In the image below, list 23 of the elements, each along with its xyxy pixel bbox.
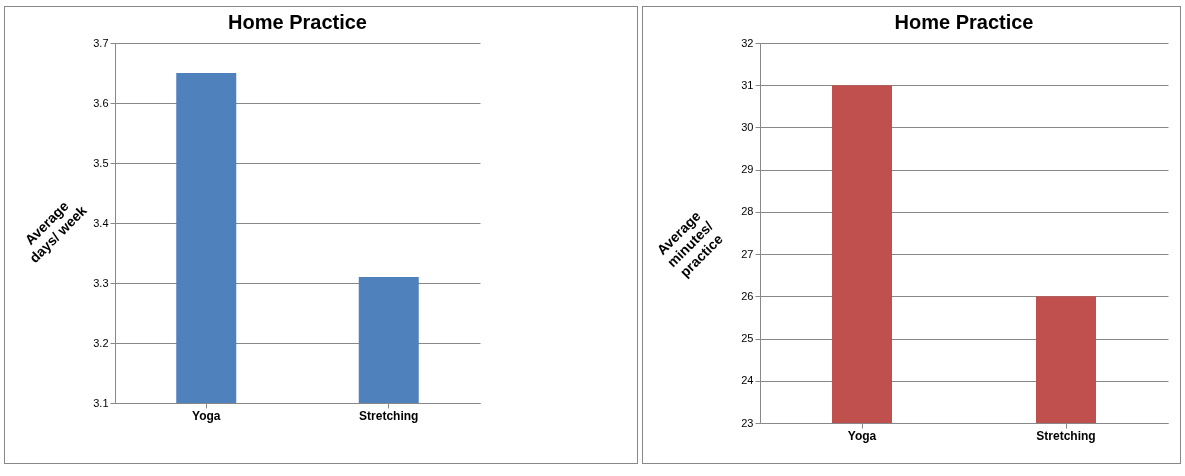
- x-tick-label: Yoga: [192, 408, 221, 423]
- y-tick-label: 32: [741, 36, 754, 49]
- y-tick-label: 31: [741, 78, 754, 91]
- x-tick-label: Stretching: [1036, 428, 1097, 443]
- y-tick-label: 3.3: [93, 276, 109, 289]
- y-tick-label: 24: [741, 374, 754, 387]
- y-tick-label: 29: [741, 163, 754, 176]
- y-tick-label: 3.7: [93, 36, 109, 49]
- y-tick-label: 28: [741, 205, 754, 218]
- y-tick-label: 25: [741, 332, 754, 345]
- x-tick-label: Stretching: [359, 408, 419, 423]
- y-tick-label: 27: [741, 247, 754, 260]
- chart-title: Home Practice: [894, 11, 1034, 33]
- y-tick-label: 3.6: [93, 96, 109, 109]
- y-tick-label: 3.1: [93, 396, 109, 409]
- y-tick-label: 26: [741, 289, 754, 302]
- y-tick-label: 3.5: [93, 156, 109, 169]
- y-tick-label: 23: [741, 416, 754, 429]
- x-tick-label: Yoga: [848, 428, 877, 443]
- y-tick-label: 3.4: [93, 216, 109, 229]
- y-tick-label: 3.2: [93, 336, 109, 349]
- y-tick-label: 30: [741, 120, 754, 133]
- chart-title: Home Practice: [228, 11, 367, 33]
